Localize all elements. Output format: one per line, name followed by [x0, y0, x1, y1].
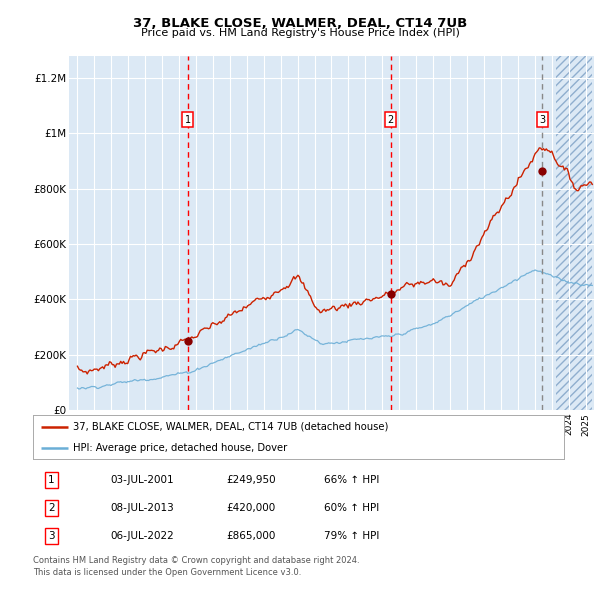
Text: £249,950: £249,950	[226, 475, 275, 485]
Text: 2: 2	[388, 115, 394, 124]
Text: 60% ↑ HPI: 60% ↑ HPI	[324, 503, 379, 513]
Text: 79% ↑ HPI: 79% ↑ HPI	[324, 531, 379, 541]
Text: 3: 3	[539, 115, 545, 124]
Text: 66% ↑ HPI: 66% ↑ HPI	[324, 475, 379, 485]
Text: This data is licensed under the Open Government Licence v3.0.: This data is licensed under the Open Gov…	[33, 568, 301, 576]
Text: £865,000: £865,000	[226, 531, 275, 541]
Text: 08-JUL-2013: 08-JUL-2013	[110, 503, 174, 513]
Text: 2: 2	[48, 503, 55, 513]
Text: 1: 1	[48, 475, 55, 485]
Text: 06-JUL-2022: 06-JUL-2022	[110, 531, 174, 541]
Text: £420,000: £420,000	[226, 503, 275, 513]
Text: Contains HM Land Registry data © Crown copyright and database right 2024.: Contains HM Land Registry data © Crown c…	[33, 556, 359, 565]
Text: 1: 1	[184, 115, 191, 124]
Text: 03-JUL-2001: 03-JUL-2001	[110, 475, 173, 485]
Text: HPI: Average price, detached house, Dover: HPI: Average price, detached house, Dove…	[73, 443, 287, 453]
Text: 37, BLAKE CLOSE, WALMER, DEAL, CT14 7UB: 37, BLAKE CLOSE, WALMER, DEAL, CT14 7UB	[133, 17, 467, 30]
Text: Price paid vs. HM Land Registry's House Price Index (HPI): Price paid vs. HM Land Registry's House …	[140, 28, 460, 38]
Text: 37, BLAKE CLOSE, WALMER, DEAL, CT14 7UB (detached house): 37, BLAKE CLOSE, WALMER, DEAL, CT14 7UB …	[73, 422, 388, 432]
Text: 3: 3	[48, 531, 55, 541]
